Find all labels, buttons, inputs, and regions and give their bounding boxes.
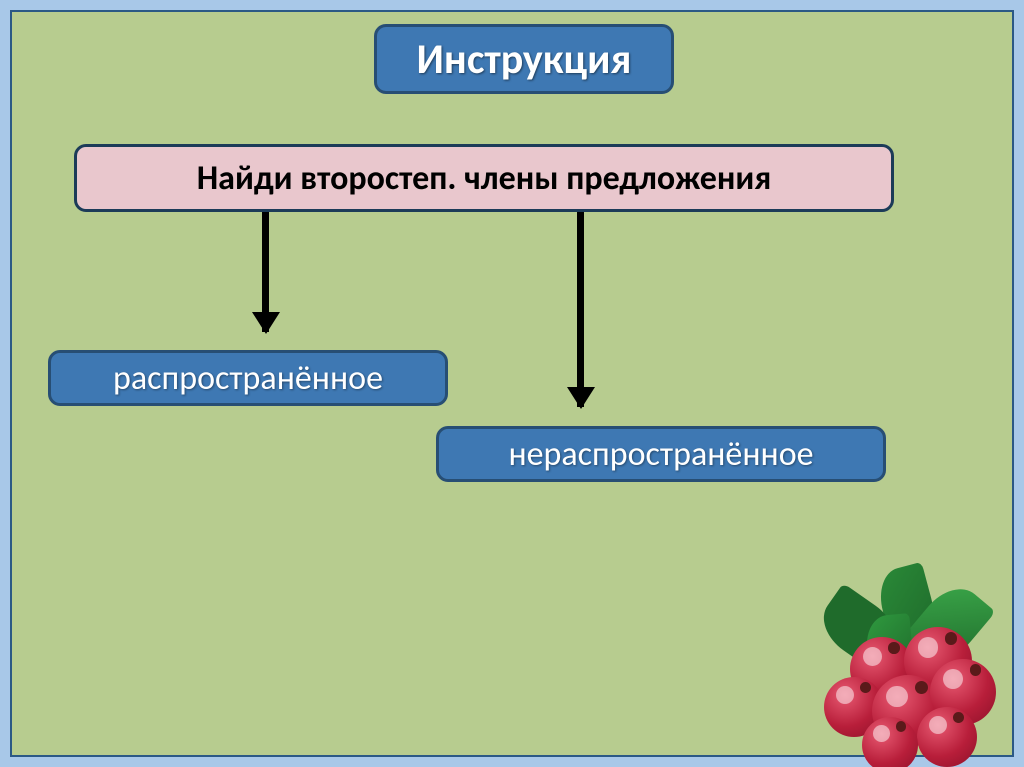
answer-box-1: нераспространённое [436, 426, 886, 482]
task-text: Найди второстеп. члены предложения [197, 158, 772, 199]
answer-box-0: распространённое [48, 350, 448, 406]
berries-icon [812, 567, 1002, 747]
slide-canvas: Инструкция Найди второстеп. члены предло… [10, 10, 1014, 757]
answer-text-0: распространённое [113, 358, 383, 399]
berry-5 [917, 707, 977, 767]
title-text: Инструкция [417, 34, 632, 85]
outer-frame: Инструкция Найди второстеп. члены предло… [0, 0, 1024, 767]
title-box: Инструкция [374, 24, 674, 94]
berry-6 [862, 717, 918, 767]
arrow-1 [577, 212, 584, 407]
arrow-0 [262, 212, 269, 332]
answer-text-1: нераспространённое [508, 434, 813, 475]
task-box: Найди второстеп. члены предложения [74, 144, 894, 212]
